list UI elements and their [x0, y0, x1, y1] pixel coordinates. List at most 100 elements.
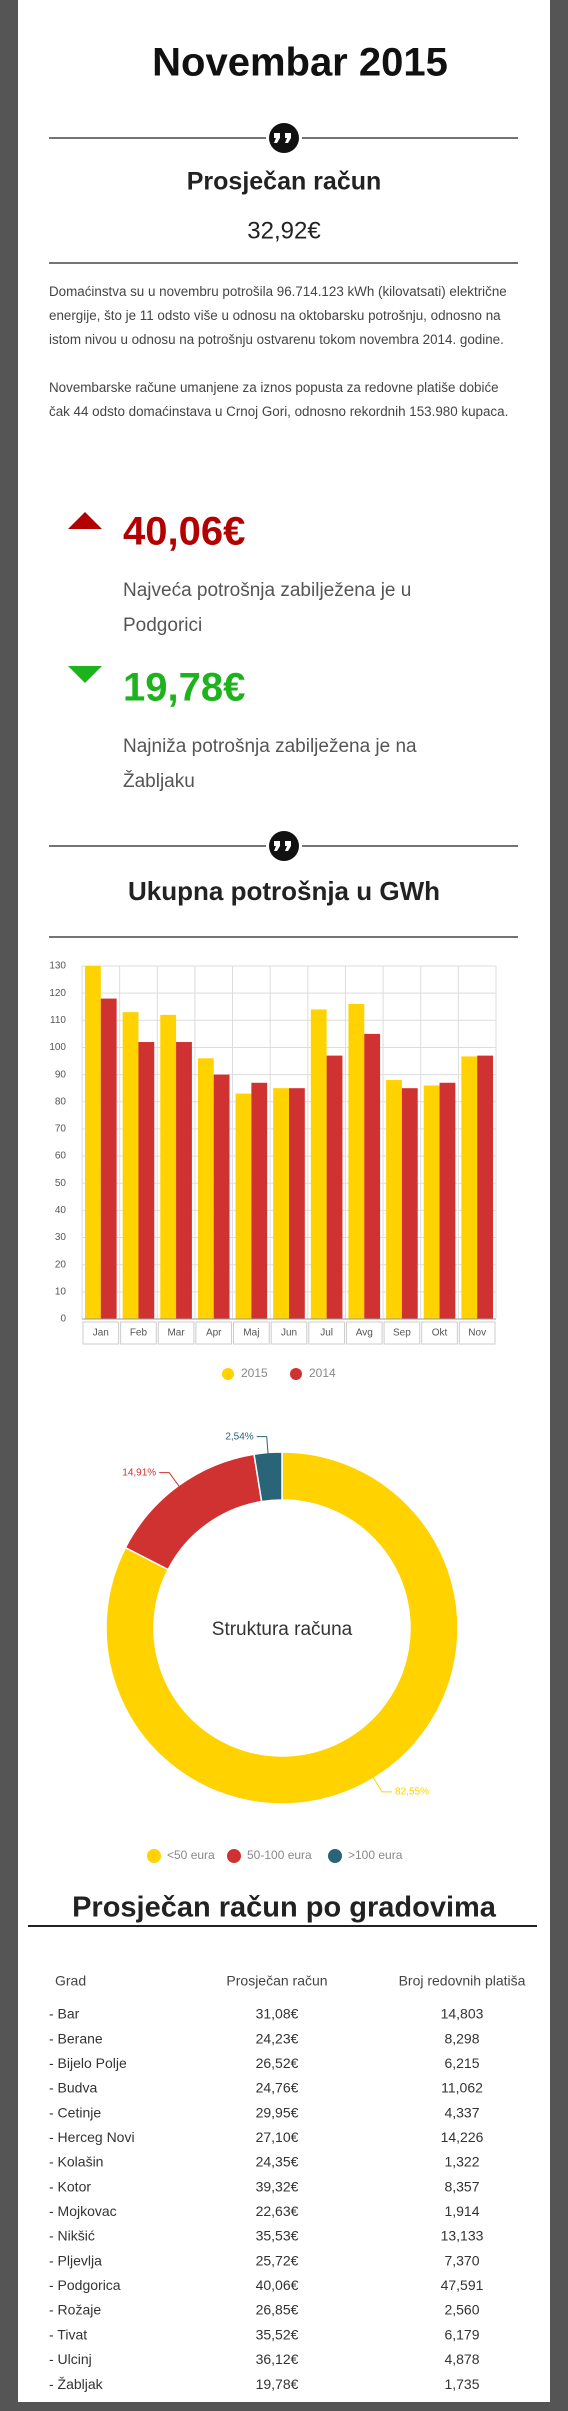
table-cell: 6,179 — [444, 2326, 479, 2342]
bar — [326, 1055, 343, 1319]
table-cell: - Bar — [49, 2006, 80, 2022]
bar — [251, 1082, 268, 1319]
bar — [100, 998, 117, 1319]
bar — [386, 1080, 402, 1319]
table-cell: - Žabljak — [49, 2376, 104, 2392]
table-cell: 25,72€ — [256, 2252, 299, 2268]
table-cell: 8,357 — [444, 2178, 479, 2194]
bar — [235, 1093, 252, 1319]
table-cell: 31,08€ — [256, 2006, 299, 2022]
x-tick-label: Maj — [243, 1328, 259, 1339]
table-cell: - Tivat — [49, 2326, 87, 2342]
category-box — [308, 1321, 345, 1345]
category-box — [233, 1321, 270, 1345]
donut-slice — [253, 1451, 283, 1503]
table-cell: - Berane — [49, 2030, 103, 2046]
legend-swatch — [227, 1849, 241, 1863]
table-cell: - Herceg Novi — [49, 2129, 135, 2145]
y-tick-label: 120 — [49, 988, 66, 999]
donut-center-label: Struktura računa — [212, 1619, 353, 1640]
bar — [122, 1012, 139, 1319]
table-cell: 26,52€ — [256, 2055, 299, 2071]
table-cell: 26,85€ — [256, 2302, 299, 2318]
legend-label: 50-100 eura — [247, 1848, 312, 1862]
table-cell: 11,062 — [441, 2080, 483, 2096]
table-header: Prosječan račun — [226, 1973, 327, 1989]
category-box — [345, 1321, 383, 1345]
table-cell: 36,12€ — [256, 2351, 299, 2367]
table-cell: 35,52€ — [256, 2326, 299, 2342]
category-box — [458, 1321, 496, 1345]
bar — [176, 1042, 192, 1319]
y-tick-label: 90 — [55, 1069, 67, 1080]
x-tick-label: Jan — [93, 1328, 109, 1339]
table-cell: 1,914 — [444, 2203, 479, 2219]
bar — [423, 1085, 440, 1319]
table-cell: - Rožaje — [49, 2302, 101, 2318]
y-tick-label: 30 — [55, 1232, 67, 1243]
y-tick-label: 0 — [60, 1314, 66, 1325]
up-arrow — [68, 512, 102, 529]
category-box — [421, 1321, 458, 1345]
down-arrow — [68, 666, 102, 683]
bar — [213, 1074, 230, 1319]
category-box — [270, 1321, 308, 1345]
quote-glyph — [274, 841, 291, 851]
table-cell: 8,298 — [444, 2030, 479, 2046]
table-cell: 7,370 — [444, 2252, 479, 2268]
quote-icon — [269, 123, 299, 153]
table-cell: - Nikšić — [49, 2228, 95, 2244]
highlight-text: Najniža potrošnja zabilježena je na Žabl… — [123, 736, 417, 792]
legend-swatch — [290, 1368, 302, 1380]
legend-label: >100 eura — [348, 1848, 403, 1862]
legend-swatch — [328, 1849, 342, 1863]
x-tick-label: Okt — [432, 1328, 448, 1339]
x-tick-label: Jun — [281, 1328, 297, 1339]
table-cell: 40,06€ — [256, 2277, 299, 2293]
table-cell: 1,735 — [444, 2376, 479, 2392]
y-tick-label: 100 — [49, 1042, 66, 1053]
table-cell: - Ulcinj — [49, 2351, 92, 2367]
quote-icon — [269, 831, 299, 861]
leader-line — [256, 1436, 269, 1457]
bar — [348, 1004, 365, 1319]
quote-glyph — [274, 133, 291, 143]
bar — [85, 966, 101, 1319]
table-cell: - Budva — [49, 2080, 97, 2096]
table-cell: 39,32€ — [256, 2178, 299, 2194]
y-tick-label: 130 — [49, 961, 66, 972]
table-cell: 14,803 — [441, 2006, 484, 2022]
table-cell: 14,226 — [441, 2129, 484, 2145]
x-tick-label: Avg — [356, 1328, 373, 1339]
highlight-text: Najveća potrošnja zabilježena je u Podgo… — [123, 580, 412, 636]
table-header: Grad — [55, 1973, 86, 1989]
quote-divider — [49, 123, 518, 153]
table-cell: 22,63€ — [256, 2203, 299, 2219]
category-box — [82, 1321, 120, 1345]
table-cell: - Mojkovac — [49, 2203, 117, 2219]
bar — [197, 1058, 214, 1319]
average-label: Prosječan račun — [187, 168, 382, 196]
highlight-value: 19,78€ — [123, 666, 245, 710]
table-cell: 24,76€ — [256, 2080, 299, 2096]
bar — [273, 1088, 289, 1319]
table-cell: 19,78€ — [256, 2376, 299, 2392]
table-cell: - Pljevlja — [49, 2252, 102, 2268]
table-cell: 29,95€ — [256, 2104, 299, 2120]
bar — [439, 1082, 456, 1319]
table-cell: 2,560 — [444, 2302, 479, 2318]
category-box — [195, 1321, 233, 1345]
table-cell: 4,337 — [444, 2104, 479, 2120]
bar — [160, 1014, 177, 1319]
highlight-value: 40,06€ — [123, 510, 245, 554]
table-cell: - Kotor — [49, 2178, 91, 2194]
quote-divider — [49, 831, 518, 861]
table-cell: 24,35€ — [256, 2154, 299, 2170]
y-tick-label: 80 — [55, 1096, 67, 1107]
y-tick-label: 20 — [55, 1259, 67, 1270]
y-tick-label: 110 — [50, 1015, 66, 1026]
table-cell: 4,878 — [444, 2351, 479, 2367]
y-tick-label: 50 — [55, 1178, 67, 1189]
x-tick-label: Apr — [206, 1328, 222, 1339]
